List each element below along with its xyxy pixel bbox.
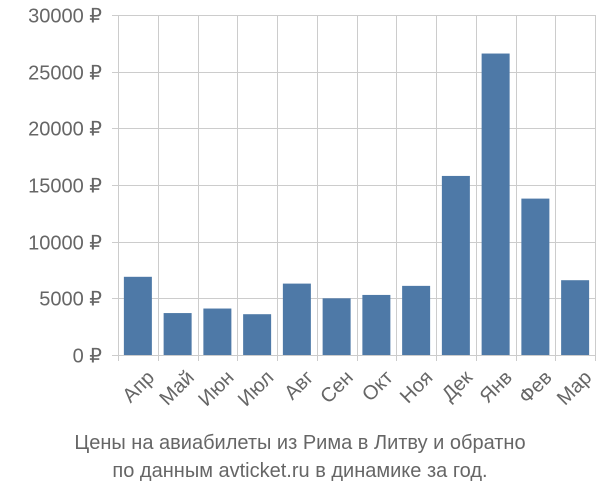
x-tick-label: Авг: [280, 367, 318, 405]
x-tick-label: Мар: [553, 367, 596, 410]
y-tick-label: 5000 ₽: [39, 289, 102, 311]
bar-3: [203, 308, 232, 355]
x-tick-label: Июл: [234, 367, 278, 411]
x-tick-label: Дек: [438, 366, 477, 405]
x-tick-label: Апр: [119, 367, 160, 408]
bar-11: [521, 198, 550, 355]
bar-2: [163, 313, 192, 355]
bar-5: [282, 283, 311, 355]
y-tick-label: 15000 ₽: [28, 176, 102, 198]
y-tick-label: 20000 ₽: [28, 119, 102, 141]
bar-8: [402, 285, 431, 355]
y-tick-label: 0 ₽: [73, 346, 103, 368]
x-tick-label: Фев: [515, 367, 557, 409]
bar-7: [362, 294, 391, 355]
bars: [123, 53, 590, 356]
x-tick-label: Янв: [476, 367, 517, 408]
grid-lines: [112, 15, 596, 361]
bar-4: [243, 314, 272, 355]
bar-1: [123, 276, 152, 355]
chart-caption-line-2: по данным avticket.ru в динамике за год.: [112, 460, 488, 482]
bar-10: [481, 53, 510, 356]
bar-chart: 0 ₽ 5000 ₽ 10000 ₽ 15000 ₽ 20000 ₽ 25000 ₽ 300…: [28, 6, 597, 411]
x-tick-label: Май: [156, 367, 199, 410]
x-tick-label: Июн: [194, 367, 238, 411]
y-tick-label: 10000 ₽: [28, 233, 102, 255]
x-tick-label: Сен: [316, 367, 357, 408]
y-tick-label: 30000 ₽: [28, 6, 102, 28]
bar-12: [561, 280, 590, 355]
x-tick-label: Ноя: [396, 367, 437, 408]
chart-caption-line-1: Цены на авиабилеты из Рима в Литву и обр…: [74, 432, 526, 454]
x-tick-label: Окт: [358, 367, 397, 406]
bar-6: [322, 298, 351, 355]
y-tick-label: 25000 ₽: [28, 63, 102, 85]
y-axis-tick-labels: 0 ₽ 5000 ₽ 10000 ₽ 15000 ₽ 20000 ₽ 25000 ₽ 300…: [28, 6, 102, 368]
bar-9: [441, 175, 470, 355]
